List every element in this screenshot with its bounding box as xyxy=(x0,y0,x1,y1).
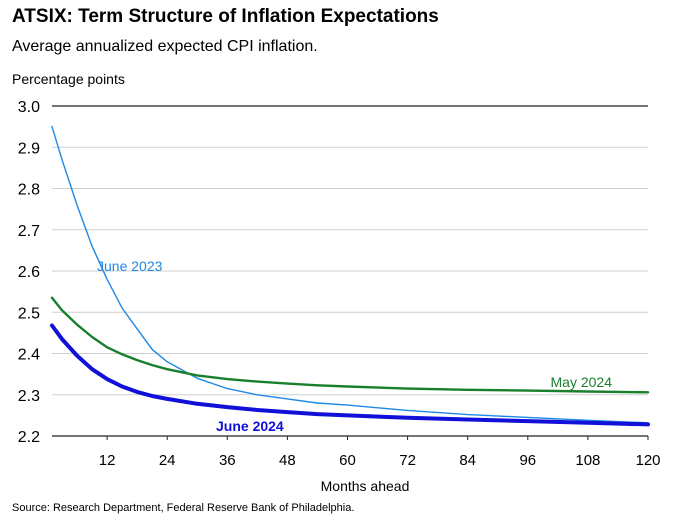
series-label: May 2024 xyxy=(551,374,613,390)
x-axis-label: Months ahead xyxy=(321,478,410,494)
x-tick-label: 36 xyxy=(219,452,236,469)
y-tick-label: 2.2 xyxy=(18,429,40,446)
y-tick-label: 2.3 xyxy=(18,388,40,405)
x-tick-label: 24 xyxy=(159,452,176,469)
series-label: June 2024 xyxy=(216,418,284,434)
y-axis-label: Percentage points xyxy=(12,71,125,87)
y-tick-label: 2.9 xyxy=(18,140,40,157)
series-labels: June 2023 May 2024 June 2024 xyxy=(97,258,612,434)
y-gridlines xyxy=(52,105,648,437)
series-line xyxy=(50,323,650,427)
x-tick-label: 96 xyxy=(519,452,536,469)
chart-title: ATSIX: Term Structure of Inflation Expec… xyxy=(12,6,439,27)
x-tick-label: 84 xyxy=(459,452,476,469)
y-tick-label: 3.0 xyxy=(18,99,40,116)
x-tick-label: 48 xyxy=(279,452,296,469)
series-lines xyxy=(50,125,650,427)
y-tick-label: 2.8 xyxy=(18,182,40,199)
x-tick-label: 60 xyxy=(339,452,356,469)
x-tick-labels: 12 24 36 48 60 72 84 96 108 120 xyxy=(99,436,661,469)
y-tick-label: 2.7 xyxy=(18,223,40,240)
chart-subtitle: Average annualized expected CPI inflatio… xyxy=(12,38,318,55)
y-tick-label: 2.4 xyxy=(18,347,40,364)
y-tick-labels: 2.2 2.3 2.4 2.5 2.6 2.7 2.8 2.9 3.0 xyxy=(18,99,40,446)
series-line xyxy=(50,296,650,394)
source-note: Source: Research Department, Federal Res… xyxy=(12,502,355,514)
x-tick-label: 120 xyxy=(635,452,660,469)
x-tick-label: 12 xyxy=(99,452,116,469)
y-tick-label: 2.5 xyxy=(18,305,40,322)
y-tick-label: 2.6 xyxy=(18,264,40,281)
x-tick-label: 108 xyxy=(575,452,600,469)
x-tick-label: 72 xyxy=(399,452,416,469)
series-line xyxy=(51,125,649,424)
series-label: June 2023 xyxy=(97,258,163,274)
